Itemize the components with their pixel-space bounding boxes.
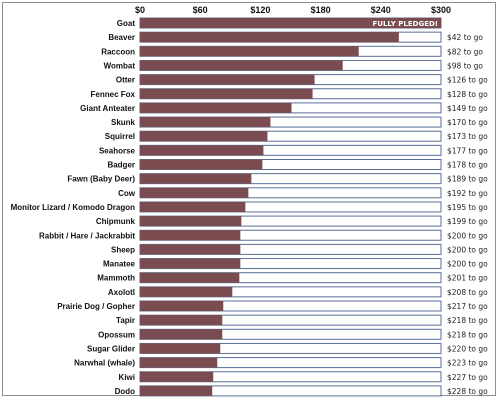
pledge-bar	[140, 201, 246, 212]
category-label: Sugar Glider	[87, 344, 135, 353]
remaining-label: $200 to go	[447, 260, 488, 269]
category-label: Raccoon	[101, 47, 135, 56]
category-label: Sheep	[111, 245, 135, 254]
category-label: Tapir	[116, 316, 135, 325]
remaining-label: $177 to go	[447, 146, 488, 155]
category-label: Badger	[107, 161, 135, 170]
pledge-bar	[140, 329, 223, 340]
pledge-bar	[140, 244, 241, 255]
remaining-label: $126 to go	[447, 76, 488, 85]
pledge-bar	[140, 18, 441, 28]
pledge-bar	[140, 301, 224, 311]
x-tick-label: $300	[431, 5, 451, 15]
pledge-bar	[140, 187, 249, 198]
category-label: Giant Anteater	[80, 104, 135, 113]
pledge-bar	[140, 371, 214, 382]
remaining-label: $208 to go	[447, 288, 488, 297]
pledge-bar	[140, 173, 252, 184]
category-label: Skunk	[111, 118, 136, 127]
remaining-label: $149 to go	[447, 104, 488, 113]
remaining-label: $192 to go	[447, 189, 488, 198]
pledge-bar	[140, 74, 315, 85]
pledge-bar	[140, 145, 264, 156]
x-tick-label: $180	[311, 5, 331, 15]
category-label: Manatee	[103, 260, 136, 269]
category-label: Beaver	[108, 33, 135, 42]
category-label: Prairie Dog / Gopher	[57, 302, 135, 311]
category-label: Monitor Lizard / Komodo Dragon	[11, 203, 136, 212]
pledge-bar	[140, 46, 359, 57]
x-tick-label: $240	[371, 5, 391, 15]
remaining-label: $201 to go	[447, 274, 488, 283]
remaining-label: $98 to go	[447, 61, 483, 70]
pledge-bar	[140, 60, 343, 71]
remaining-label: $173 to go	[447, 132, 488, 141]
category-label: Seahorse	[99, 146, 136, 155]
category-label: Axolotl	[108, 288, 135, 297]
pledge-bar	[140, 315, 223, 326]
remaining-label: $42 to go	[447, 33, 483, 42]
pledge-bar	[140, 131, 268, 142]
pledge-bar	[140, 258, 241, 269]
remaining-label: $128 to go	[447, 90, 488, 99]
remaining-label: $218 to go	[447, 330, 488, 339]
x-tick-label: $120	[250, 5, 270, 15]
category-label: Fennec Fox	[91, 90, 136, 99]
category-label: Fawn (Baby Deer)	[67, 175, 135, 184]
remaining-label: $195 to go	[447, 203, 488, 212]
category-label: Mammoth	[97, 274, 135, 283]
remaining-label: $223 to go	[447, 359, 488, 368]
remaining-label: $170 to go	[447, 118, 488, 127]
category-label: Otter	[116, 76, 135, 85]
remaining-label: $217 to go	[447, 302, 488, 311]
pledge-bar	[140, 230, 241, 241]
remaining-label: $228 to go	[447, 387, 488, 396]
pledge-bar	[140, 357, 218, 368]
pledge-bar-chart: $0 $60 $120 $180 $240 $300 Goat FULLY PLEDGED! B…	[11, 5, 488, 397]
remaining-label: $178 to go	[447, 161, 488, 170]
category-label: Narwhal (whale)	[74, 359, 135, 368]
pledge-bar	[140, 32, 399, 43]
category-label: Kiwi	[119, 373, 135, 382]
pledge-bar	[140, 117, 271, 128]
remaining-label: $200 to go	[447, 231, 488, 240]
remaining-label: $199 to go	[447, 217, 488, 226]
pledge-bar	[140, 88, 313, 99]
pledge-bar	[140, 286, 233, 297]
category-label: Squirrel	[105, 132, 135, 141]
remaining-label: $189 to go	[447, 175, 488, 184]
category-label: Dodo	[115, 387, 136, 396]
remaining-label: $82 to go	[447, 47, 483, 56]
remaining-label: $218 to go	[447, 316, 488, 325]
pledge-bar	[140, 102, 292, 113]
fully-pledged-label: FULLY PLEDGED!	[372, 20, 438, 28]
category-label: Wombat	[104, 61, 136, 70]
x-tick-label: $0	[135, 5, 145, 15]
remaining-label: $227 to go	[447, 373, 488, 382]
category-label: Cow	[118, 189, 136, 198]
x-tick-label: $60	[193, 5, 208, 15]
category-label: Goat	[117, 19, 136, 28]
pledge-bar	[140, 159, 263, 170]
category-label: Rabbit / Hare / Jackrabbit	[39, 231, 135, 240]
pledge-bar	[140, 343, 221, 354]
remaining-label: $220 to go	[447, 344, 488, 353]
pledge-bar	[140, 216, 242, 227]
pledge-bar	[140, 385, 213, 396]
remaining-label: $200 to go	[447, 245, 488, 254]
category-label: Opossum	[98, 330, 135, 339]
chart-frame: $0 $60 $120 $180 $240 $300 Goat FULLY PLEDGED! B…	[2, 2, 496, 397]
pledge-bar	[140, 272, 240, 283]
category-label: Chipmunk	[96, 217, 136, 226]
